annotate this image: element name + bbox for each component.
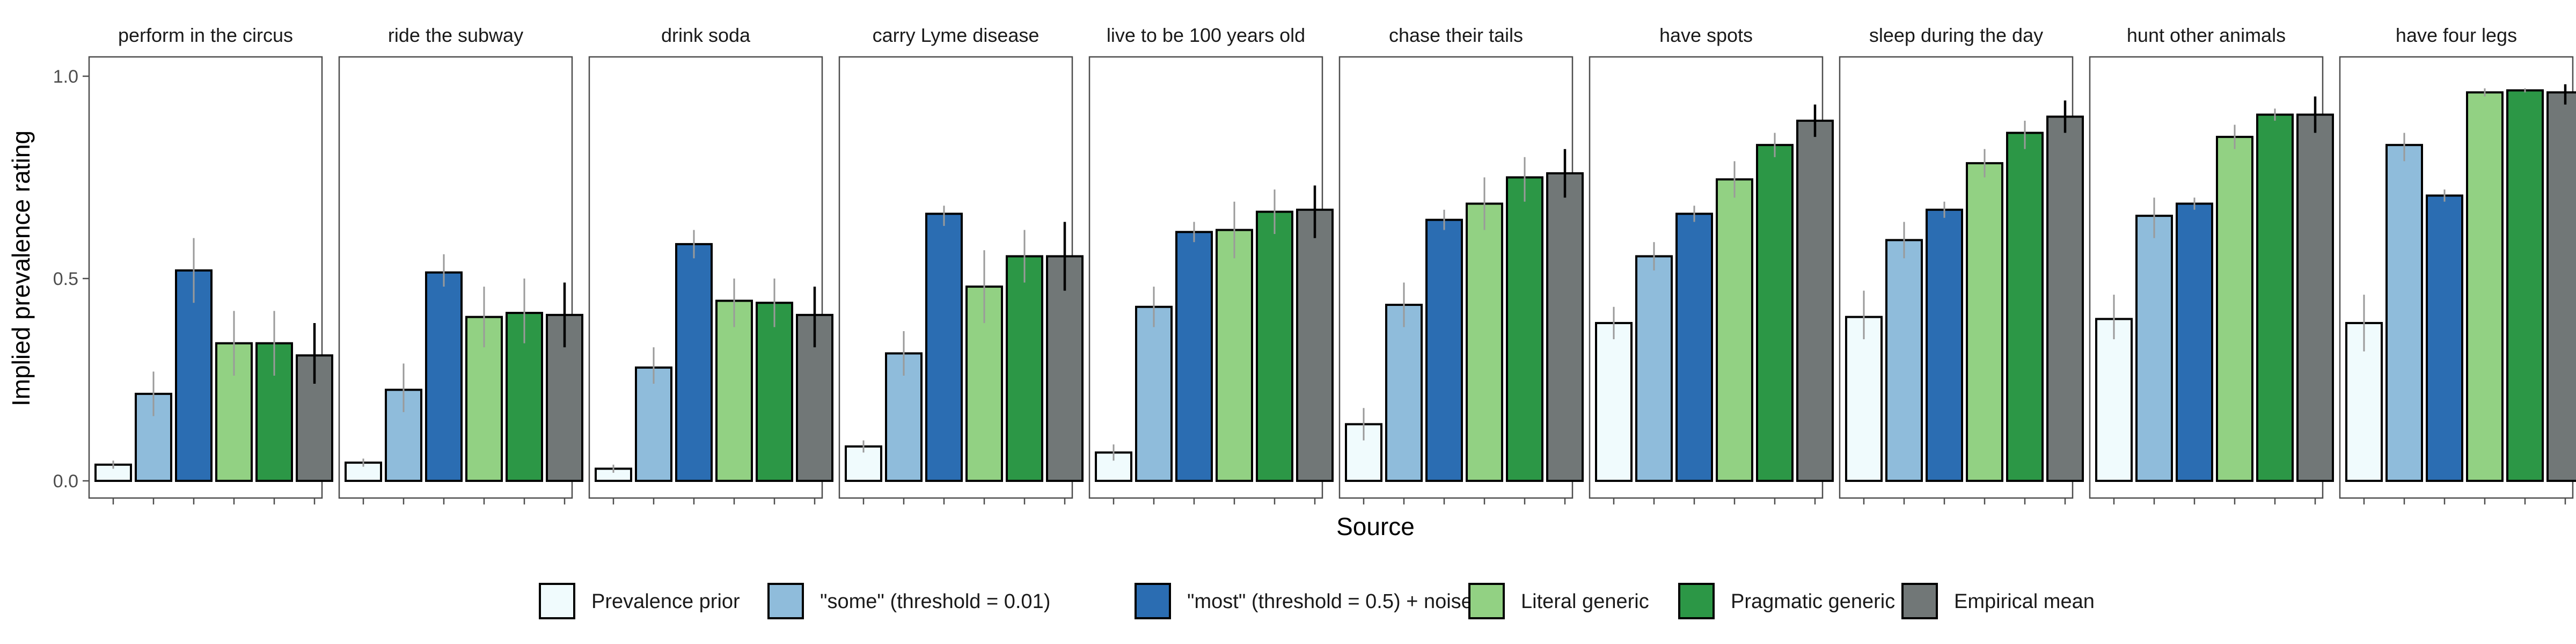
bar	[1046, 255, 1084, 482]
legend-label: "some" (threshold = 0.01)	[820, 590, 1050, 613]
bar	[1385, 304, 1423, 482]
bar	[1966, 162, 2003, 482]
facet-label: drink soda	[661, 24, 751, 46]
bar	[2296, 113, 2334, 482]
facet-panel: have spots	[1589, 24, 1834, 504]
facet-label: live to be 100 years old	[1107, 24, 1305, 46]
y-axis: 0.0 0.5 1.0	[53, 67, 89, 492]
facet-label: have four legs	[2396, 24, 2517, 46]
bar	[1756, 144, 1794, 482]
y-tick-label: 0.0	[53, 471, 78, 492]
facet-panel: hunt other animals	[2089, 24, 2334, 504]
bar	[1635, 255, 1673, 482]
bar	[635, 366, 672, 482]
bar	[2006, 131, 2044, 482]
bar	[715, 299, 753, 482]
bar	[2046, 115, 2084, 482]
bar	[1006, 255, 1043, 482]
legend-item: Empirical mean	[1901, 583, 2095, 619]
legend-label: Empirical mean	[1954, 590, 2095, 613]
bar	[1546, 172, 1584, 482]
y-tick-label: 0.5	[53, 269, 78, 289]
bar	[1926, 208, 1963, 482]
bar	[1716, 178, 1753, 482]
bar	[2176, 202, 2213, 482]
facet-label: have spots	[1659, 24, 1753, 46]
bar	[425, 271, 463, 482]
legend-item: "most" (threshold = 0.5) + noise	[1135, 583, 1473, 619]
bar	[2426, 194, 2463, 482]
facet-label: carry Lyme disease	[873, 24, 1040, 46]
legend-item: "some" (threshold = 0.01)	[767, 583, 1050, 619]
bar	[1175, 231, 1213, 482]
y-tick-label: 1.0	[53, 67, 78, 87]
bar	[2095, 318, 2133, 482]
legend-label: Prevalence prior	[591, 590, 740, 613]
facet-panel: chase their tails	[1338, 24, 1584, 504]
bar	[1595, 321, 1633, 482]
legend-swatch	[1135, 583, 1171, 619]
bar	[2135, 215, 2173, 482]
bar	[756, 302, 793, 482]
bar	[1506, 176, 1543, 482]
bar	[1135, 305, 1173, 482]
bar	[2506, 89, 2544, 482]
bar	[2216, 136, 2253, 482]
bar	[1675, 213, 1713, 482]
facet-panel: ride the subway	[338, 24, 583, 504]
legend-label: Pragmatic generic	[1731, 590, 1895, 613]
bar	[675, 243, 713, 482]
bar	[1845, 316, 1883, 482]
legend: Prevalence prior "some" (threshold = 0.01…	[539, 583, 2095, 619]
legend-swatch	[1468, 583, 1505, 619]
legend-swatch	[767, 583, 804, 619]
bar	[2256, 113, 2294, 482]
legend-label: Literal generic	[1521, 590, 1649, 613]
legend-swatch	[1678, 583, 1715, 619]
facet-label: sleep during the day	[1869, 24, 2043, 46]
bar	[1216, 229, 1253, 482]
bar	[1885, 239, 1923, 482]
facet-panel: perform in the circus	[88, 24, 333, 504]
legend-swatch	[1901, 583, 1938, 619]
bar	[175, 269, 213, 482]
facet-panel: carry Lyme disease	[838, 24, 1084, 504]
bar	[925, 213, 963, 482]
facet-label: chase their tails	[1389, 24, 1523, 46]
facet-label: ride the subway	[388, 24, 523, 46]
facet-panel: sleep during the day	[1839, 24, 2084, 504]
bar	[1296, 208, 1334, 482]
legend-item: Prevalence prior	[539, 583, 740, 619]
y-axis-title: Implied prevalence rating	[7, 130, 35, 406]
facet-label: hunt other animals	[2127, 24, 2286, 46]
facet-panel: have four legs	[2339, 24, 2576, 504]
legend-swatch	[539, 583, 575, 619]
legend-label: "most" (threshold = 0.5) + noise	[1187, 590, 1473, 613]
bar	[1466, 202, 1503, 482]
legend-item: Pragmatic generic	[1678, 583, 1895, 619]
facet-panel: live to be 100 years old	[1088, 24, 1334, 504]
bar	[1796, 119, 1834, 482]
x-axis-title: Source	[1336, 513, 1415, 540]
bar	[1425, 218, 1463, 482]
facet-label: perform in the circus	[118, 24, 293, 46]
bar	[2546, 91, 2576, 482]
legend-item: Literal generic	[1468, 583, 1649, 619]
facet-panel: drink soda	[588, 24, 833, 504]
facet-panels: perform in the circus ride the subway drin…	[88, 24, 2576, 504]
bar	[1256, 210, 1293, 482]
bar	[2385, 144, 2423, 482]
bar	[2466, 91, 2504, 482]
